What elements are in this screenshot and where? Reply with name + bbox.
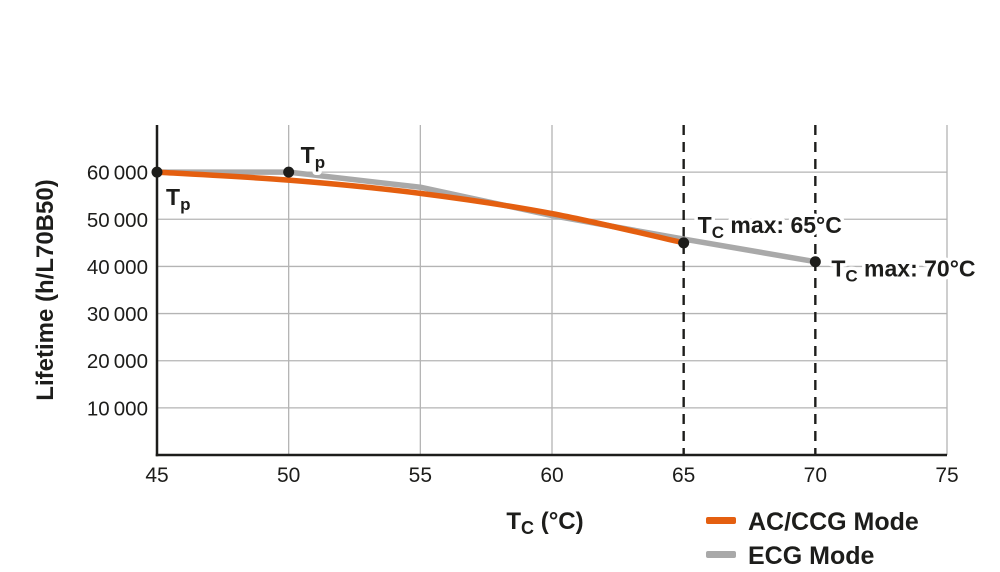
series-line-ecg-mode: [157, 169, 816, 265]
series-line-ac-ccg-mode: [156, 169, 685, 246]
y-tick-label-30000: 30 000: [87, 303, 148, 326]
y-tick-label-60000: 60 000: [87, 162, 148, 185]
x-tick-label-70: 70: [804, 464, 827, 487]
y-axis-title: Lifetime (h/L70B50): [32, 179, 59, 400]
data-point-marker-70: [809, 256, 821, 268]
x-tick-label-45: 45: [145, 464, 168, 487]
data-point-marker-65: [678, 237, 690, 249]
legend-label-ac-ccg-mode: AC/CCG Mode: [748, 508, 919, 536]
legend-label-ecg-mode: ECG Mode: [748, 542, 874, 567]
data-point-marker-50: [283, 166, 295, 178]
x-tick-label-75: 75: [935, 464, 958, 487]
tp-label-50: Tp: [301, 142, 325, 172]
tc-max-70-label: TC max: 70°C: [831, 256, 975, 286]
legend-swatch-ac-ccg-mode: [706, 517, 736, 524]
data-point-marker-45: [151, 166, 163, 178]
tc-max-65-label: TC max: 65°C: [698, 212, 842, 242]
x-tick-label-60: 60: [540, 464, 563, 487]
y-tick-label-40000: 40 000: [87, 256, 148, 279]
tp-label-45: Tp: [166, 184, 190, 214]
x-tick-label-50: 50: [277, 464, 300, 487]
y-tick-label-10000: 10 000: [87, 397, 148, 420]
x-tick-label-65: 65: [672, 464, 695, 487]
y-tick-label-20000: 20 000: [87, 350, 148, 373]
legend-swatch-ecg-mode: [706, 551, 736, 558]
y-tick-label-50000: 50 000: [87, 209, 148, 232]
x-tick-label-55: 55: [409, 464, 432, 487]
x-axis-title: TC (°C): [506, 508, 583, 538]
